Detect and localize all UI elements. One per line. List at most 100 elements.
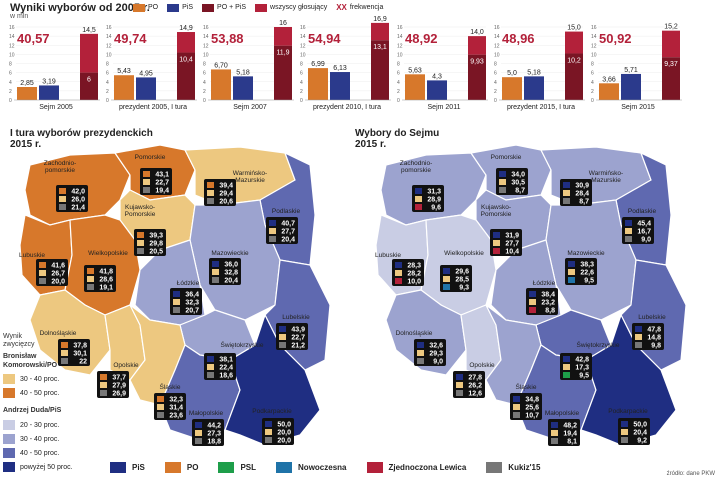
region-name: Kujawsko-Pomorskie (125, 204, 156, 218)
bar-value-label: 5,18 (527, 69, 541, 76)
winner-label: Wynik zwycięzcy (3, 333, 35, 348)
bar-value-label: 3,66 (602, 76, 616, 83)
bar-po (599, 83, 619, 100)
axis-tick-label: 0 (494, 98, 497, 104)
result-box (526, 288, 558, 315)
bar-all-label: 15,2 (664, 24, 678, 31)
party-swatch (87, 284, 94, 290)
result-value: 30,9 (575, 183, 589, 190)
party-swatch (395, 262, 402, 268)
result-value: 8,7 (579, 199, 589, 206)
result-value: 20,0 (277, 438, 291, 445)
legend-po-pis: PO + PiS (202, 3, 246, 12)
axis-tick-label: 14 (591, 34, 597, 40)
result-value: 8,7 (515, 188, 525, 195)
result-value: 38,1 (219, 357, 233, 364)
axis-tick-label: 12 (591, 43, 597, 49)
region-shape (580, 313, 677, 446)
region-shape (485, 304, 542, 406)
bar-po-pis (177, 52, 195, 100)
elections-bar-chart: 16 14 12 10 8 6 4 2 0 40,57 2,85 3,19 14,5 6 Sejm 2005… (9, 16, 682, 111)
party-swatch (100, 390, 107, 396)
result-value: 27,7 (505, 241, 519, 248)
bar-value-label: 5,43 (117, 68, 131, 75)
result-value: 28,9 (427, 197, 441, 204)
result-value: 9,0 (641, 237, 651, 244)
bar-po-pis (565, 53, 583, 100)
party-swatch (499, 179, 506, 185)
region-name: Lubelskie (638, 314, 666, 321)
party-swatch (207, 364, 214, 370)
election-panel: 16 14 12 10 8 6 4 2 0 49,74 5,43 4,95 14,9 10,4 prezyd… (106, 25, 197, 111)
party-swatch (61, 350, 68, 356)
result-value: 29,8 (149, 241, 163, 248)
axis-tick-label: 8 (591, 62, 594, 68)
result-value: 29,4 (219, 191, 233, 198)
result-value: 22 (79, 359, 87, 366)
result-value: 32,8 (224, 270, 238, 277)
axis-tick-label: 2 (591, 89, 594, 95)
axis-tick-label: 0 (203, 98, 206, 104)
party-swatch (493, 232, 500, 238)
party-swatch (212, 277, 219, 283)
axis-tick-label: 8 (300, 62, 303, 68)
result-value: 30,1 (73, 351, 87, 358)
result-value: 20,0 (51, 279, 65, 286)
party-swatch (493, 240, 500, 246)
axis-tick-label: 10 (591, 52, 597, 58)
party-swatch (157, 396, 164, 402)
party-swatch (61, 342, 68, 348)
bar-value-label: 6,70 (214, 62, 228, 69)
party-swatch (269, 228, 276, 234)
region-name: Śląskie (516, 382, 537, 391)
region-name: Śląskie (160, 382, 181, 391)
result-box (134, 229, 166, 256)
election-panel: 16 14 12 10 8 6 4 2 0 48,96 5,0 5,18 15,0 10,2 prezyde… (494, 25, 585, 111)
result-value: 50,0 (633, 422, 647, 429)
result-value: 36,0 (224, 262, 238, 269)
region-name: Opolskie (113, 362, 139, 369)
turnout-value: 48,92 (405, 31, 438, 46)
legend-party-psl: PSL (218, 462, 256, 473)
region-name: Podkarpackie (608, 408, 648, 415)
party-swatch (625, 228, 632, 234)
result-box (56, 185, 88, 212)
axis-tick-label: 14 (106, 34, 112, 40)
result-box (618, 418, 650, 445)
result-value: 20,4 (633, 430, 647, 437)
result-value: 37,7 (112, 375, 126, 382)
top-legend: PO PiS PO + PiS wszyscy głosujący XX frek… (133, 3, 383, 12)
bar-all-label: 16,9 (373, 16, 387, 23)
axis-tick-label: 8 (494, 62, 497, 68)
legend-du-40-50: 40 - 50 proc. (3, 448, 59, 458)
bar-value-label: 2,85 (20, 80, 34, 87)
legend-turnout: XX frekwencja (336, 3, 384, 12)
result-value: 32,3 (185, 300, 199, 307)
result-box (84, 265, 116, 292)
axis-tick-label: 2 (106, 89, 109, 95)
axis-tick-label: 6 (106, 71, 109, 77)
party-swatch (456, 374, 463, 380)
map-presidential-2015: Zachodnio-pomorskie 42,026,021,4 Pomorskie… (19, 144, 331, 446)
region-shape (104, 304, 146, 381)
result-value: 23,2 (541, 300, 555, 307)
result-box (560, 179, 592, 206)
bar-value-label: 6,99 (311, 61, 325, 68)
bar-po-pis (80, 72, 98, 100)
result-value: 25,6 (525, 405, 539, 412)
result-value: 44,2 (207, 423, 221, 430)
result-value: 47,8 (647, 327, 661, 334)
party-swatch (625, 236, 632, 242)
result-value: 21,4 (71, 205, 85, 212)
region-name: Mazowieckie (567, 250, 605, 257)
result-value: 27,7 (281, 229, 295, 236)
result-value: 26,9 (112, 391, 126, 398)
region-name: Lubuskie (19, 252, 45, 259)
result-value: 22,7 (291, 335, 305, 342)
region-name: Podkarpackie (252, 408, 292, 415)
party-swatch (157, 412, 164, 418)
left-map-title: I tura wyborów prezydenckich 2015 r. (10, 128, 153, 150)
result-value: 30,5 (511, 180, 525, 187)
party-swatch (529, 291, 536, 297)
axis-tick-label: 4 (9, 80, 12, 86)
